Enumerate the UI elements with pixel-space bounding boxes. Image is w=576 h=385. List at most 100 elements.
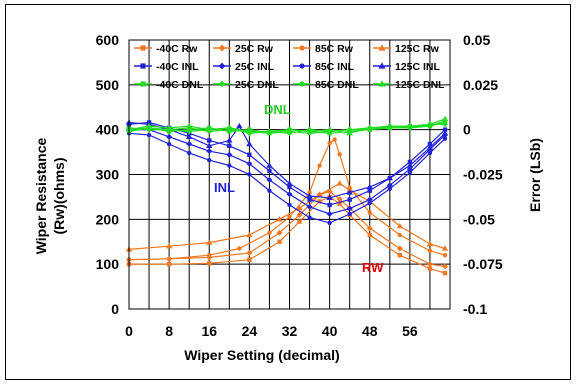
data-point — [327, 140, 332, 146]
data-point — [327, 202, 332, 208]
data-point — [326, 194, 333, 201]
data-point — [367, 188, 372, 193]
data-point — [206, 254, 213, 261]
y-right-tick-label: 0 — [463, 122, 471, 138]
x-tick-label: 56 — [402, 323, 418, 339]
data-point — [441, 263, 448, 270]
y-axis-title-line1: Wiper Resistance — [33, 137, 49, 254]
data-point — [296, 204, 303, 211]
data-point — [326, 210, 333, 217]
data-point — [267, 168, 272, 174]
y-right-tick-label: -0.1 — [463, 301, 487, 317]
legend-marker — [378, 80, 386, 87]
data-point — [367, 210, 372, 215]
series-layer — [125, 115, 449, 276]
y-left-tick-label: 300 — [96, 167, 120, 183]
legend-label: 25C DNL — [235, 79, 279, 91]
series-line — [128, 182, 446, 250]
legend-label: 25C Rw — [235, 43, 274, 55]
data-point — [442, 253, 448, 258]
y-left-tick-label: 100 — [96, 256, 120, 272]
data-point — [441, 130, 449, 136]
data-point — [332, 137, 337, 142]
annotation-rw: RW — [362, 260, 384, 275]
plot-border — [128, 39, 451, 310]
tick-labels: 0100200300400500600-0.1-0.075-0.05-0.025… — [96, 32, 503, 339]
data-point — [287, 214, 292, 220]
data-point — [442, 136, 448, 141]
data-point — [317, 163, 322, 168]
data-point — [236, 122, 243, 129]
data-point — [185, 133, 193, 140]
legend-marker — [218, 44, 226, 52]
data-point — [277, 239, 282, 244]
y-right-tick-label: -0.025 — [463, 167, 503, 183]
data-point — [207, 261, 212, 266]
legend-marker — [140, 45, 146, 51]
legend-marker — [378, 62, 386, 69]
data-point — [237, 246, 242, 251]
data-point — [145, 122, 153, 129]
series-rw — [125, 180, 449, 252]
legend-marker — [299, 45, 305, 51]
data-point — [226, 137, 233, 143]
data-point — [386, 182, 393, 189]
series-dnl — [125, 115, 449, 136]
legend-marker — [299, 63, 305, 69]
series-line — [128, 121, 446, 199]
data-point — [347, 211, 352, 217]
data-point — [186, 150, 192, 156]
data-point — [337, 201, 342, 206]
data-point — [247, 257, 252, 262]
data-point — [346, 189, 353, 195]
data-point — [246, 140, 253, 147]
data-point — [246, 128, 253, 134]
data-point — [337, 152, 342, 157]
legend-marker — [218, 80, 226, 88]
data-point — [427, 141, 433, 147]
data-point — [296, 211, 303, 218]
x-tick-label: 48 — [362, 323, 378, 339]
y-axis-title-line2: (Rw)(ohms) — [51, 158, 67, 235]
series-line — [129, 196, 446, 274]
legend-entry: -40C DNL — [134, 79, 204, 91]
data-point — [396, 222, 404, 229]
data-point — [441, 121, 448, 128]
data-point — [306, 203, 313, 210]
right-axis-title: Error (LSb) — [527, 138, 543, 212]
data-point — [266, 176, 273, 183]
data-point — [166, 261, 172, 267]
data-point — [226, 124, 233, 131]
chart-frame — [5, 4, 571, 380]
data-point — [226, 151, 233, 158]
data-point — [286, 180, 293, 186]
data-point — [297, 219, 302, 224]
data-point — [207, 253, 212, 258]
data-point — [166, 141, 172, 147]
data-point — [406, 162, 414, 168]
y-right-tick-label: -0.075 — [463, 256, 503, 272]
legend-entry: 85C Rw — [293, 43, 354, 55]
data-point — [441, 115, 449, 122]
y-right-tick-label: 0.025 — [463, 77, 498, 93]
legend-label: 125C INL — [395, 61, 441, 73]
data-point — [366, 124, 373, 131]
data-point — [426, 144, 434, 150]
data-point — [227, 143, 232, 149]
data-point — [366, 196, 373, 203]
data-point — [326, 126, 333, 132]
data-point — [387, 186, 393, 192]
legend-entry: 125C INL — [373, 61, 441, 73]
data-point — [427, 266, 433, 271]
legend-marker — [218, 62, 226, 70]
data-point — [427, 150, 433, 156]
data-point — [247, 172, 252, 177]
data-point — [286, 191, 293, 198]
legend-label: 125C Rw — [395, 43, 440, 55]
data-point — [397, 232, 403, 238]
legend-label: -40C DNL — [156, 79, 204, 91]
legend-entry: 125C DNL — [373, 79, 445, 91]
x-tick-label: 24 — [242, 323, 258, 339]
legend-entry: 85C DNL — [293, 79, 359, 91]
data-point — [206, 148, 213, 155]
